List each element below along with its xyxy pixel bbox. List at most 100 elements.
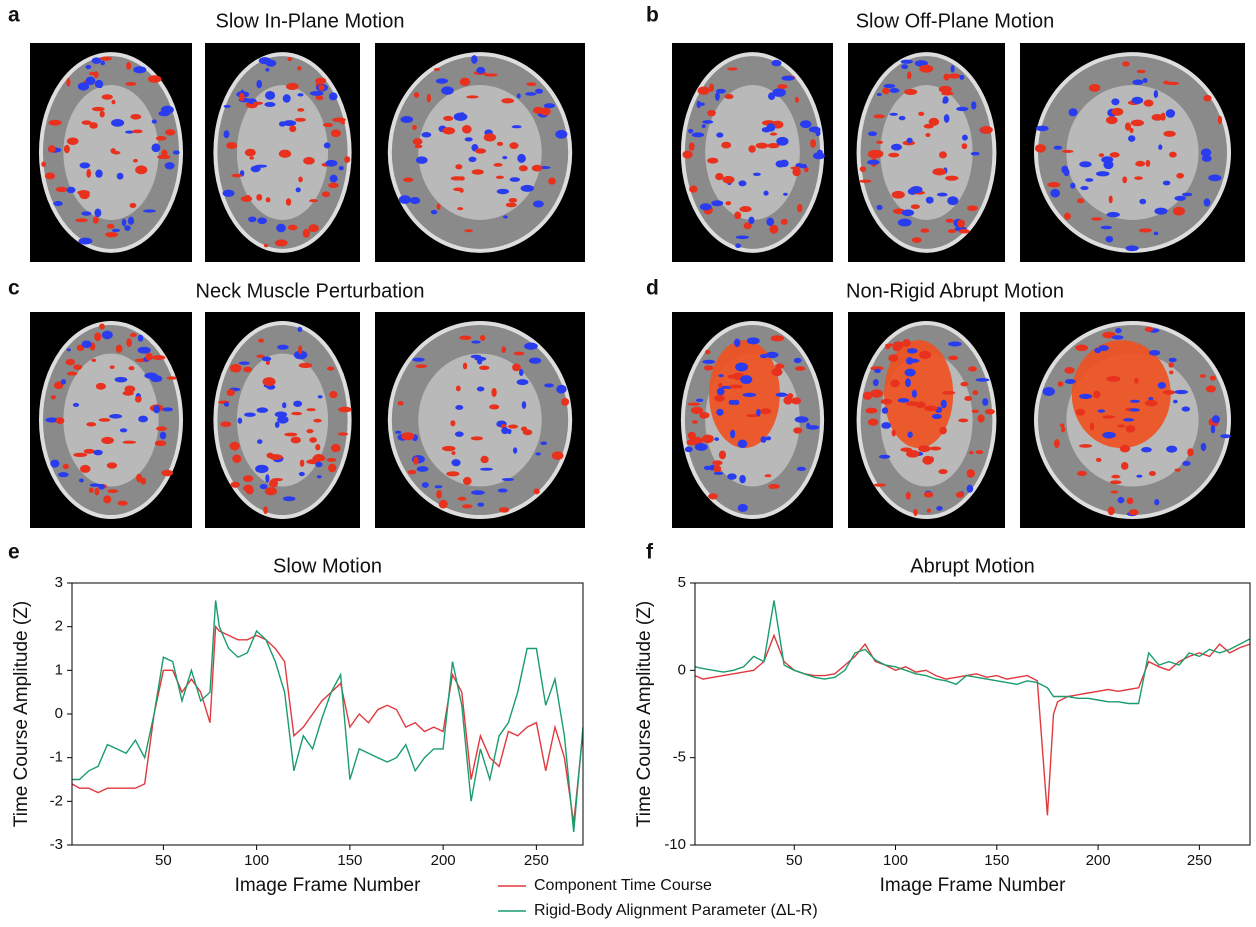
activation-blob: [705, 350, 710, 355]
activation-blob: [101, 437, 114, 444]
activation-blob: [317, 475, 322, 478]
activation-blob: [480, 468, 493, 471]
activation-blob: [727, 67, 738, 70]
activation-blob: [704, 365, 714, 370]
y-axis-label: Time Course Amplitude (Z): [11, 601, 32, 827]
activation-blob: [924, 406, 938, 412]
activation-blob: [79, 191, 90, 200]
activation-blob: [1109, 195, 1113, 203]
activation-blob: [475, 148, 486, 153]
activation-blob: [1079, 394, 1092, 399]
activation-blob: [489, 404, 499, 409]
activation-blob: [1106, 116, 1118, 124]
activation-blob: [332, 117, 346, 122]
activation-blob: [413, 457, 418, 465]
activation-blob: [457, 207, 463, 210]
activation-blob: [1118, 497, 1125, 503]
activation-blob: [1065, 379, 1076, 384]
activation-blob: [138, 416, 148, 423]
activation-blob: [112, 229, 120, 232]
activation-blob: [93, 450, 103, 456]
activation-blob: [229, 442, 239, 451]
activation-blob: [434, 485, 442, 488]
activation-blob: [868, 419, 878, 426]
activation-blob: [89, 72, 99, 76]
activation-blob: [795, 366, 806, 370]
activation-blob: [783, 193, 788, 196]
activation-blob: [1200, 374, 1206, 378]
activation-blob: [153, 405, 160, 413]
activation-blob: [501, 427, 508, 434]
activation-blob: [472, 169, 484, 175]
activation-blob: [288, 225, 298, 231]
activation-blob: [299, 363, 313, 368]
activation-blob: [501, 346, 506, 353]
activation-blob: [61, 379, 66, 384]
activation-blob: [859, 180, 871, 183]
activation-blob: [1103, 160, 1113, 169]
activation-blob: [296, 187, 301, 192]
activation-blob: [75, 218, 88, 222]
activation-blob: [315, 95, 323, 100]
activation-blob: [477, 359, 482, 365]
activation-blob: [130, 333, 137, 337]
activation-blob: [102, 331, 113, 340]
activation-blob: [308, 224, 319, 232]
activation-blob: [956, 107, 968, 111]
activation-blob: [415, 144, 423, 148]
activation-blob: [1220, 434, 1231, 438]
activation-blob: [257, 217, 267, 224]
activation-blob: [92, 107, 105, 111]
activation-blob: [325, 160, 337, 167]
brain-image: [30, 43, 192, 262]
activation-blob: [948, 356, 958, 360]
activation-blob: [1134, 378, 1139, 384]
legend-label: Rigid-Body Alignment Parameter (ΔL-R): [534, 902, 818, 919]
activation-blob: [874, 483, 886, 486]
activation-blob: [715, 173, 723, 180]
activation-blob: [776, 393, 788, 397]
activation-blob: [1169, 358, 1177, 362]
activation-blob: [92, 57, 101, 64]
activation-blob: [1154, 90, 1158, 98]
activation-blob: [919, 351, 931, 359]
activation-blob: [1187, 448, 1194, 456]
activation-blob: [427, 94, 431, 103]
activation-blob: [708, 493, 718, 499]
activation-blob: [256, 194, 262, 201]
activation-blob: [100, 56, 112, 60]
activation-blob: [1102, 432, 1116, 439]
activation-blob: [743, 393, 757, 397]
activation-blob: [471, 340, 480, 343]
activation-blob: [309, 437, 317, 443]
activation-blob: [781, 219, 788, 225]
activation-blob: [256, 80, 262, 89]
activation-blob: [718, 383, 722, 389]
activation-blob: [297, 66, 301, 70]
activation-blob: [714, 395, 725, 402]
activation-blob: [73, 453, 87, 457]
activation-blob: [882, 88, 890, 95]
activation-blob: [1096, 458, 1102, 462]
activation-blob: [1154, 499, 1159, 505]
activation-blob: [124, 385, 135, 392]
activation-blob: [263, 377, 276, 386]
activation-blob: [950, 65, 954, 73]
activation-blob: [1169, 152, 1177, 158]
activation-blob: [455, 164, 462, 169]
activation-blob: [1122, 61, 1130, 66]
activation-blob: [135, 396, 142, 403]
activation-blob: [1093, 391, 1101, 399]
activation-blob: [976, 378, 990, 382]
activation-blob: [734, 338, 740, 347]
activation-blob: [985, 409, 995, 415]
activation-blob: [497, 189, 509, 194]
activation-blob: [766, 352, 779, 358]
activation-blob: [881, 422, 891, 429]
activation-blob: [412, 125, 417, 130]
activation-blob: [329, 92, 338, 100]
activation-blob: [766, 123, 775, 131]
activation-blob: [968, 366, 977, 371]
activation-blob: [800, 120, 811, 128]
activation-blob: [1182, 461, 1190, 466]
